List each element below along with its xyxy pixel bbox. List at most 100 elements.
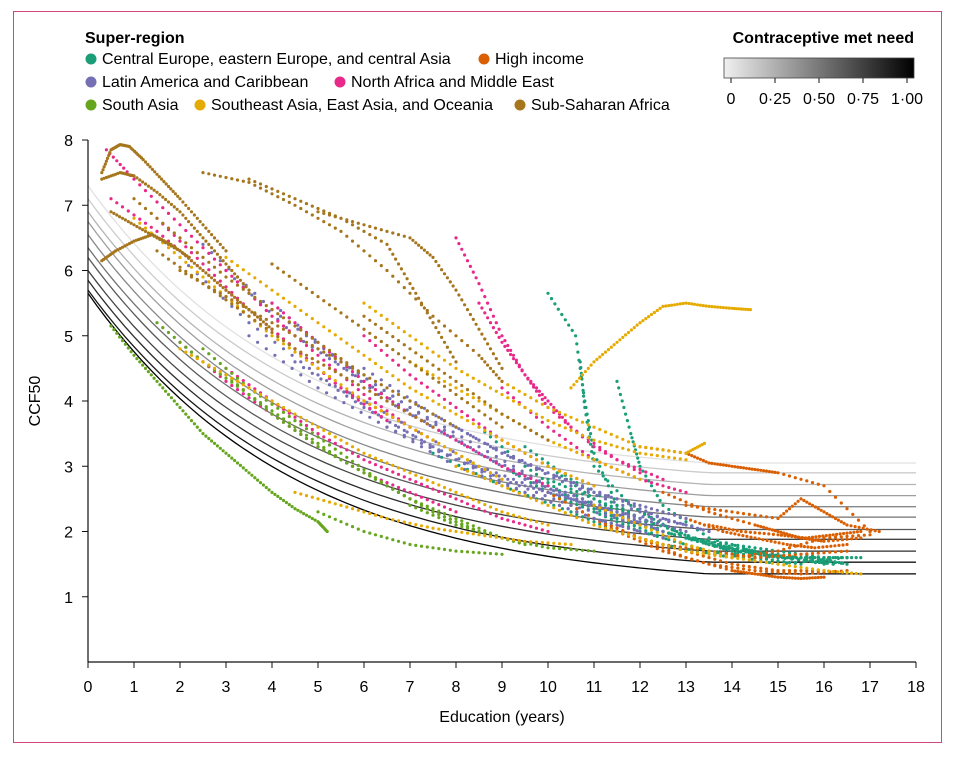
data-point	[747, 571, 751, 575]
data-point	[396, 392, 401, 397]
data-point	[247, 288, 251, 292]
data-point	[270, 412, 274, 416]
data-point	[322, 211, 326, 215]
data-point	[299, 328, 303, 332]
data-point	[514, 481, 519, 485]
data-point	[566, 422, 570, 426]
data-point	[293, 347, 297, 351]
data-point	[373, 309, 378, 313]
data-point	[373, 392, 378, 397]
data-point	[667, 485, 671, 490]
data-point	[471, 270, 475, 274]
data-point	[672, 450, 677, 454]
data-point	[514, 472, 519, 476]
data-point	[437, 380, 441, 384]
data-point	[506, 391, 510, 395]
data-point	[822, 510, 826, 514]
data-point	[405, 395, 409, 399]
data-point	[540, 415, 544, 419]
data-point	[488, 366, 493, 370]
data-point	[603, 526, 608, 530]
data-point	[729, 531, 733, 535]
data-point	[638, 503, 642, 507]
data-point	[322, 428, 326, 432]
data-point	[575, 445, 579, 450]
x-tick-label: 16	[815, 679, 833, 696]
trajectory-4-3	[316, 510, 504, 556]
data-point	[411, 437, 415, 441]
data-point	[753, 513, 757, 517]
data-point	[782, 550, 786, 554]
data-point	[204, 434, 208, 438]
data-point	[362, 373, 366, 377]
data-point	[373, 259, 378, 263]
data-point	[385, 419, 389, 423]
data-point	[258, 481, 263, 485]
data-point	[543, 500, 547, 504]
data-point	[736, 556, 740, 561]
data-point	[635, 529, 639, 533]
data-point	[408, 542, 412, 547]
data-point	[184, 412, 188, 416]
data-point	[598, 506, 602, 510]
data-point	[744, 547, 749, 552]
data-point	[736, 553, 740, 557]
data-point	[371, 385, 375, 389]
data-point	[644, 523, 648, 527]
data-point	[431, 526, 435, 530]
data-point	[799, 572, 803, 576]
data-point	[319, 351, 323, 355]
data-point	[626, 500, 631, 504]
data-point	[728, 546, 732, 550]
data-point	[603, 523, 608, 527]
legend-swatch-5	[194, 99, 206, 111]
x-tick-label: 2	[176, 679, 185, 696]
data-point	[373, 379, 378, 383]
data-point	[115, 159, 119, 163]
data-point	[761, 538, 765, 542]
data-point	[414, 499, 418, 503]
data-point	[465, 388, 470, 392]
data-point	[845, 562, 849, 566]
data-point	[460, 397, 464, 401]
data-point	[402, 475, 406, 479]
data-point	[348, 391, 352, 395]
data-point	[638, 321, 642, 325]
data-point	[853, 525, 857, 529]
data-point	[661, 510, 665, 514]
data-point	[638, 536, 642, 540]
data-point	[741, 544, 746, 548]
data-point	[537, 467, 542, 471]
data-point	[821, 557, 825, 561]
data-point	[195, 216, 199, 220]
data-point	[158, 193, 162, 197]
data-point	[293, 490, 297, 494]
data-point	[739, 465, 743, 470]
data-point	[373, 456, 378, 460]
data-point	[293, 197, 297, 201]
data-point	[293, 425, 297, 429]
data-point	[641, 469, 645, 473]
data-point	[287, 343, 291, 347]
data-point	[184, 228, 188, 233]
data-point	[500, 386, 504, 390]
data-point	[509, 468, 513, 472]
data-point	[276, 413, 280, 417]
data-point	[609, 511, 613, 515]
data-point	[175, 247, 179, 251]
data-point	[382, 410, 386, 414]
colorbar-title: Contraceptive met need	[733, 30, 914, 47]
data-point	[253, 276, 257, 280]
data-point	[701, 547, 705, 552]
data-point	[635, 520, 639, 524]
data-point	[491, 326, 495, 330]
data-point	[299, 199, 303, 203]
data-point	[442, 371, 447, 375]
data-point	[534, 498, 539, 503]
data-point	[339, 337, 343, 341]
data-point	[419, 476, 424, 480]
data-point	[517, 484, 521, 488]
data-point	[817, 534, 822, 539]
data-point	[264, 398, 268, 402]
legend-swatch-3	[334, 76, 346, 88]
